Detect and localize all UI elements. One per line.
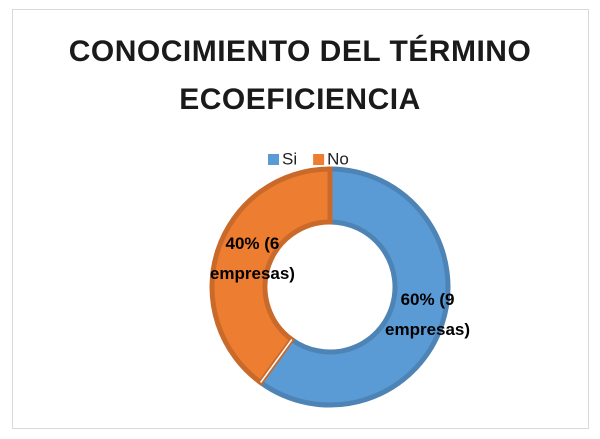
legend-swatch — [313, 154, 325, 165]
legend-label: No — [327, 149, 349, 168]
chart-frame — [12, 9, 589, 429]
legend-swatch — [268, 154, 279, 165]
legend-label: Si — [282, 149, 297, 168]
data-label: 40% (6 empresas) — [209, 233, 295, 283]
chart-title: CONOCIMIENTO DEL TÉRMINO ECOEFICIENCIA — [68, 35, 532, 116]
data-label: 60% (9 empresas) — [385, 290, 471, 340]
segment-edge — [260, 339, 293, 383]
doughnut-segment — [209, 166, 333, 386]
doughnut-segment — [257, 166, 451, 408]
